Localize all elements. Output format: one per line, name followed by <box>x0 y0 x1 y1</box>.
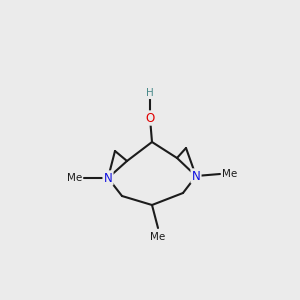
Text: Me: Me <box>222 169 237 179</box>
Text: N: N <box>192 169 200 182</box>
Text: H: H <box>146 88 154 98</box>
Text: Me: Me <box>67 173 82 183</box>
Text: N: N <box>103 172 112 184</box>
Text: O: O <box>146 112 154 124</box>
Text: Me: Me <box>150 232 166 242</box>
